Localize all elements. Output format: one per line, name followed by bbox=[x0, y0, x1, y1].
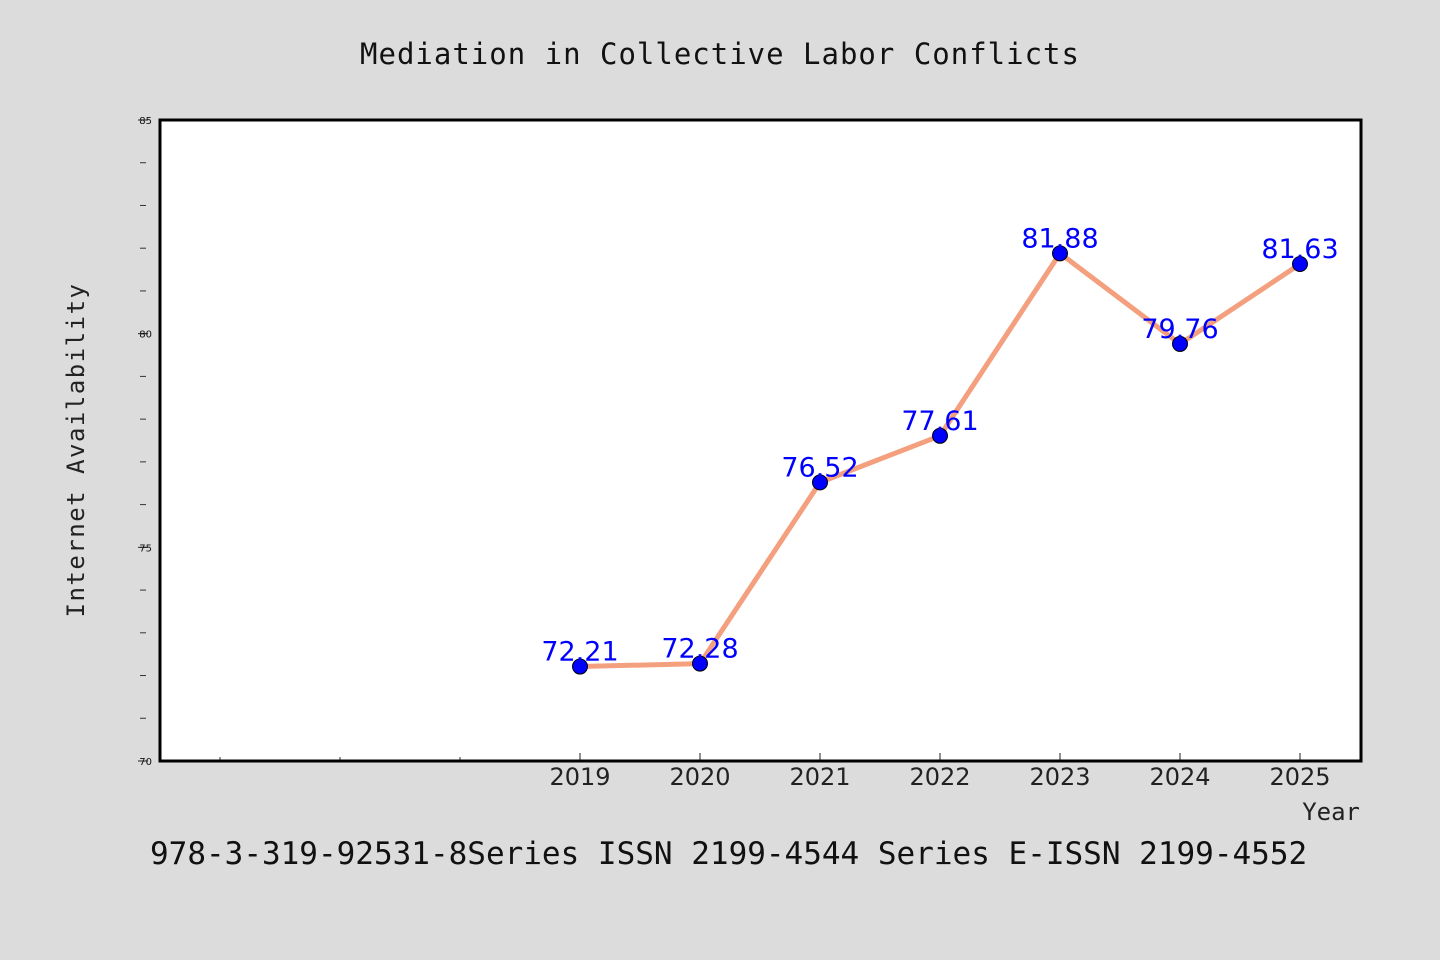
y-tick-label: 70 bbox=[139, 757, 152, 768]
data-point-marker bbox=[1052, 245, 1068, 262]
series-layer: 72.21 72.28 76.52 77.61 81.88 79.76 81.63 bbox=[541, 223, 1339, 675]
y-axis-label: Internet Availability bbox=[62, 283, 90, 618]
x-tick-label: 2020 bbox=[669, 763, 730, 791]
footer-isbn-text: 978-3-319-92531-8Series ISSN 2199-4544 S… bbox=[150, 836, 1307, 872]
data-point-marker bbox=[1172, 335, 1188, 352]
data-label: 81.88 bbox=[1021, 223, 1098, 254]
chart-title: Mediation in Collective Labor Conflicts bbox=[360, 37, 1080, 71]
x-tick-label: 2019 bbox=[549, 763, 610, 791]
data-point-marker bbox=[572, 658, 588, 675]
x-tick-label: 2025 bbox=[1269, 763, 1330, 791]
y-minor-ticks bbox=[140, 119, 146, 762]
plot-frame bbox=[158, 118, 1363, 763]
data-label: 76.52 bbox=[781, 452, 858, 483]
x-tick-label: 2022 bbox=[909, 763, 970, 791]
data-label: 72.21 bbox=[541, 637, 618, 668]
y-tick-label: 75 bbox=[139, 543, 152, 554]
x-tick-label: 2024 bbox=[1149, 763, 1210, 791]
x-axis-label: Year bbox=[1302, 798, 1360, 826]
y-axis-ticks: 70 75 80 85 bbox=[138, 116, 152, 768]
data-point-marker bbox=[932, 427, 948, 444]
plot-area bbox=[160, 120, 1361, 761]
x-tick-label: 2023 bbox=[1029, 763, 1090, 791]
data-label: 77.61 bbox=[901, 406, 978, 437]
data-point-marker bbox=[692, 655, 708, 672]
x-axis-ticks: 2019 2020 2021 2022 2023 2024 2025 bbox=[549, 753, 1331, 791]
y-tick-label: 85 bbox=[139, 116, 152, 127]
data-label: 79.76 bbox=[1141, 314, 1218, 345]
y-tick-label: 80 bbox=[139, 330, 152, 341]
data-label: 81.63 bbox=[1261, 234, 1338, 265]
x-tick-label: 2021 bbox=[789, 763, 850, 791]
data-point-marker bbox=[1292, 256, 1308, 273]
data-point-marker bbox=[812, 474, 828, 491]
data-label: 72.28 bbox=[661, 634, 738, 665]
